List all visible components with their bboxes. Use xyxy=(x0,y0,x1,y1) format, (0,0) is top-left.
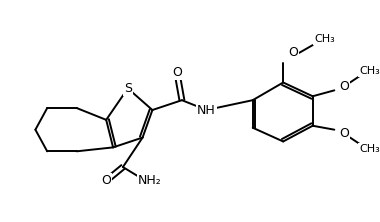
Text: O: O xyxy=(339,80,349,93)
Text: O: O xyxy=(339,127,349,140)
Text: CH₃: CH₃ xyxy=(359,144,380,154)
Text: CH₃: CH₃ xyxy=(359,66,380,76)
Text: O: O xyxy=(172,66,182,79)
Text: CH₃: CH₃ xyxy=(314,34,335,44)
Text: NH: NH xyxy=(197,103,216,117)
Text: O: O xyxy=(101,174,111,187)
Text: O: O xyxy=(288,46,298,59)
Text: S: S xyxy=(124,82,132,95)
Text: NH₂: NH₂ xyxy=(138,174,162,187)
